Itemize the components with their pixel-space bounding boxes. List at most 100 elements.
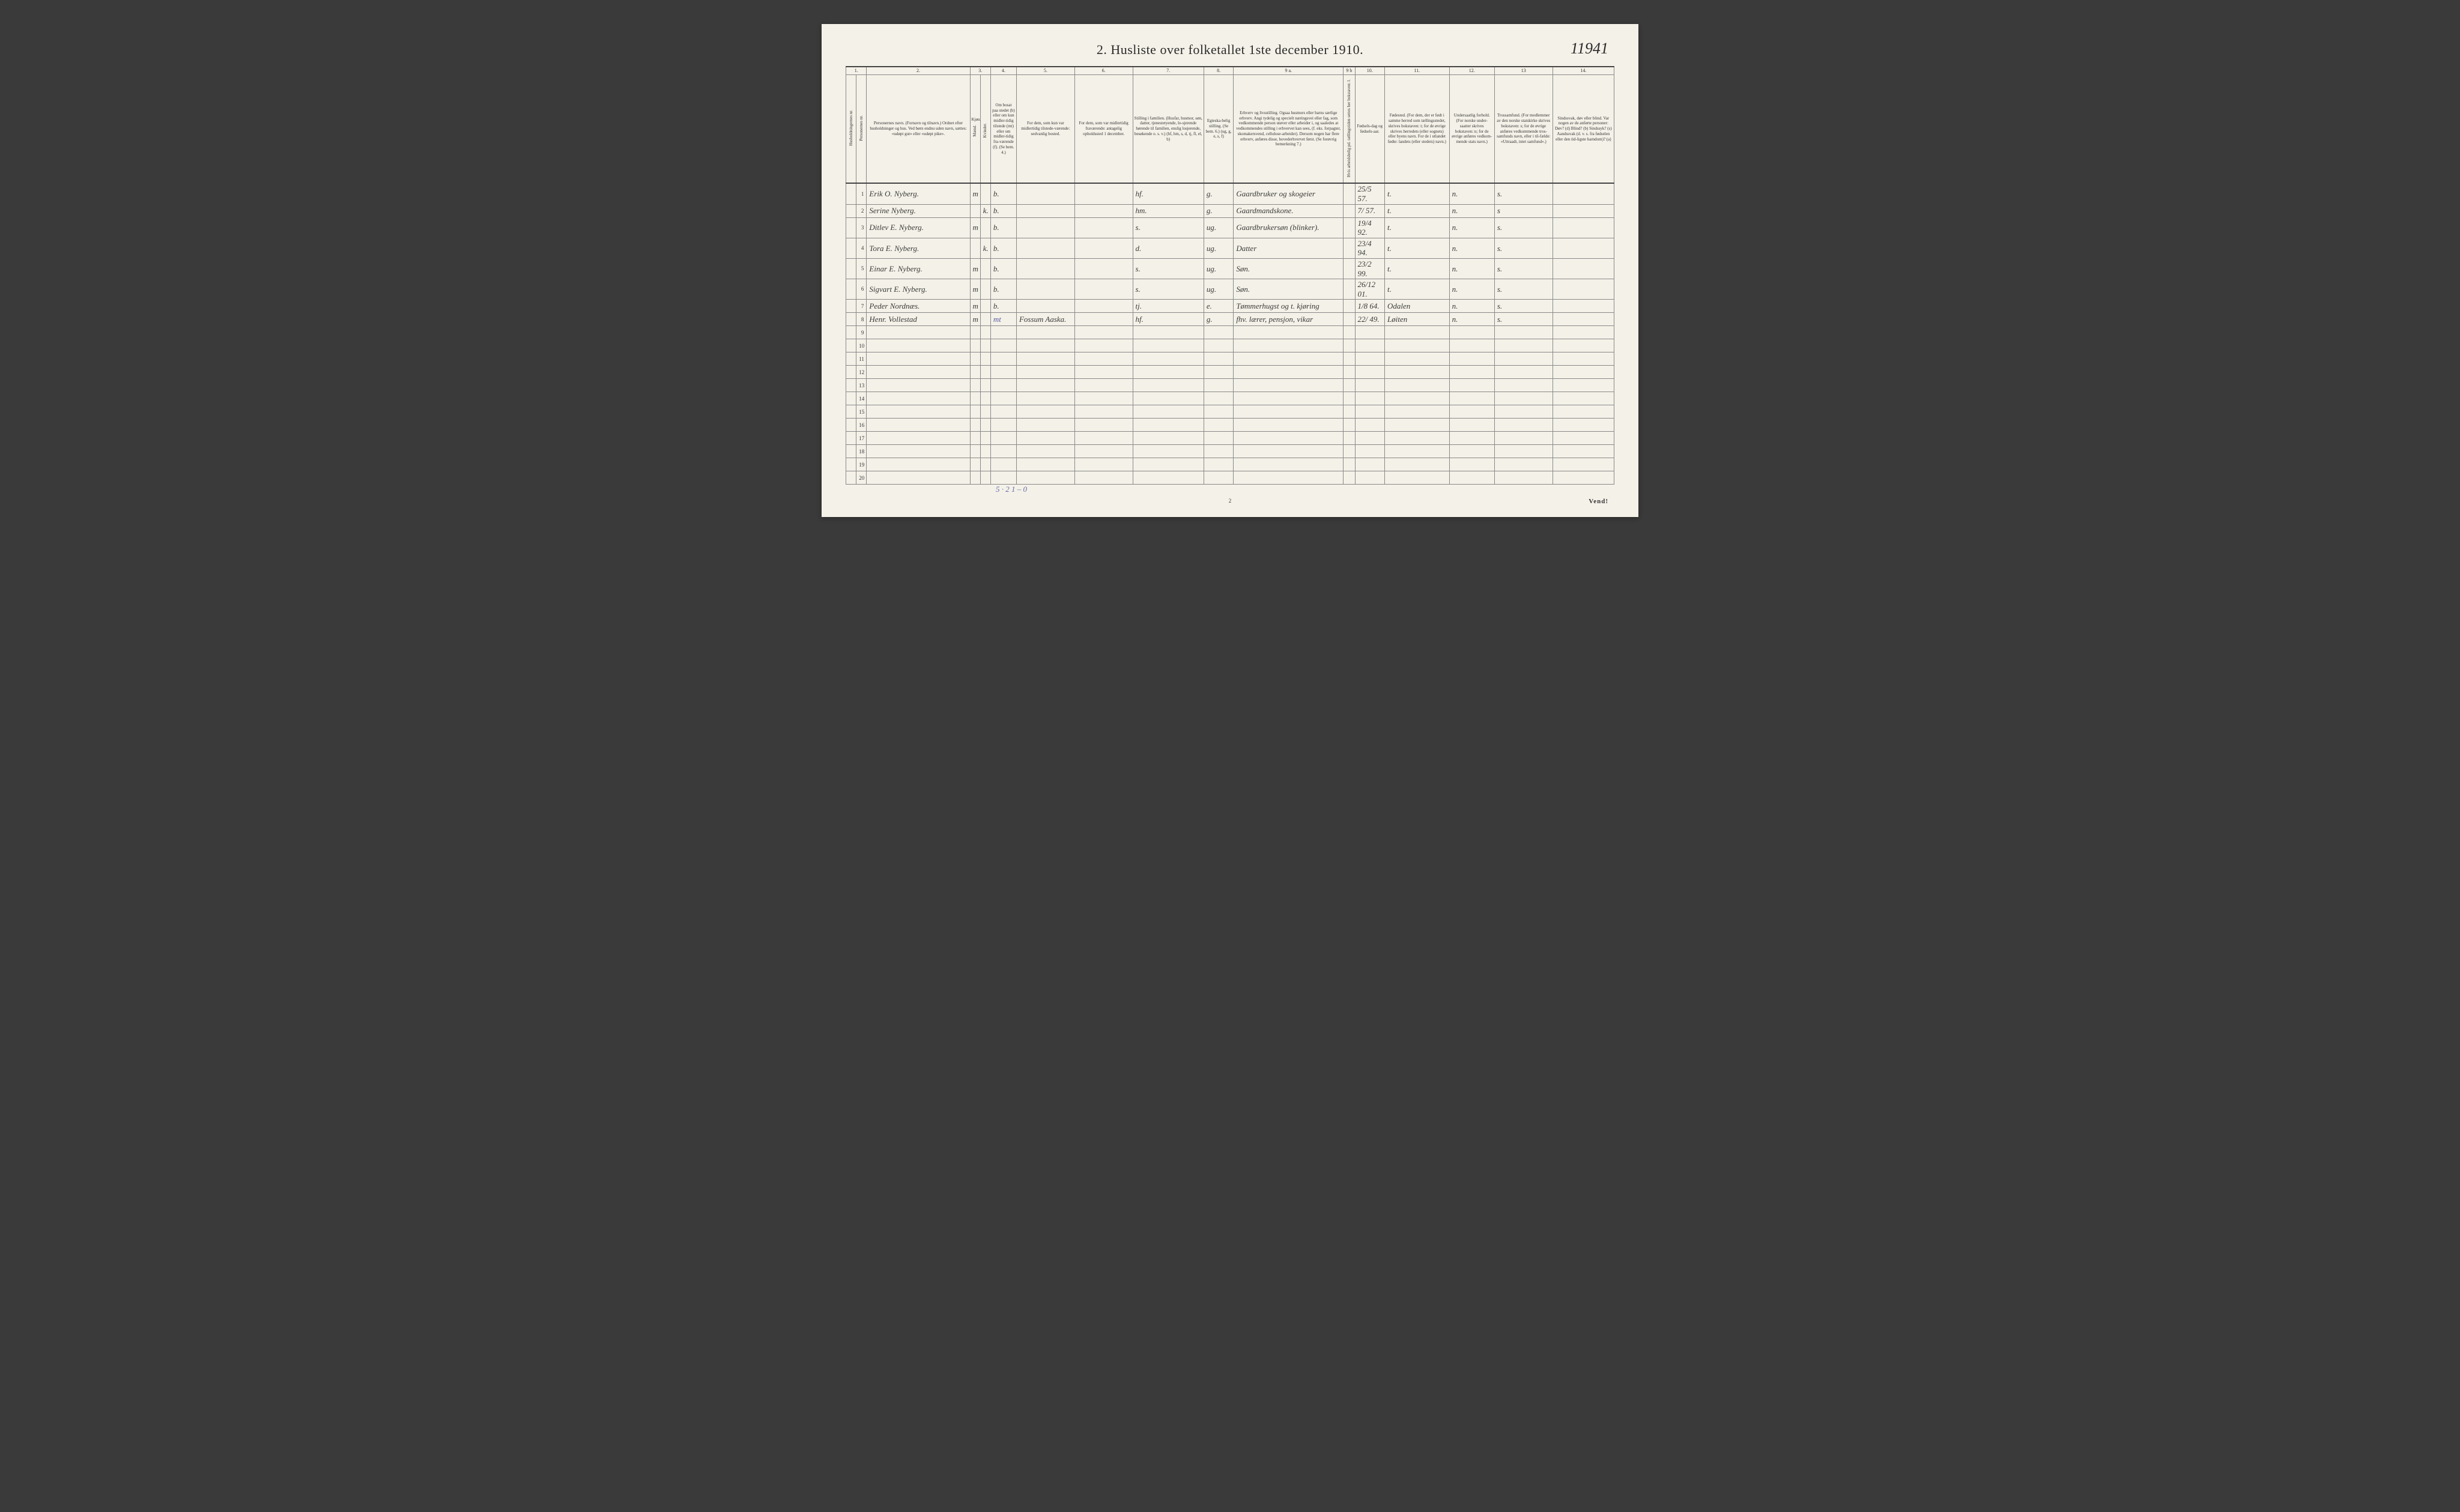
cell-religion: s.	[1494, 279, 1553, 300]
cell-disability	[1553, 300, 1614, 313]
cell-sex-k	[980, 217, 990, 238]
cell-marital: ug.	[1204, 279, 1233, 300]
cell-occupation: Datter	[1234, 238, 1344, 258]
table-row: 2Serine Nyberg.k.b.hm.g.Gaardmandskone.7…	[846, 204, 1614, 217]
colnum: 4.	[990, 67, 1016, 74]
header-nationality: Undersaatlig forhold. (For norske under-…	[1449, 74, 1494, 183]
header-dob: Fødsels-dag og fødsels-aar.	[1355, 74, 1384, 183]
cell-person-nr: 13	[856, 379, 867, 392]
cell-person-nr: 2	[856, 204, 867, 217]
cell-residence: b.	[990, 300, 1016, 313]
cell-person-nr: 1	[856, 183, 867, 204]
cell-family-pos: hm.	[1133, 204, 1204, 217]
cell-person-nr: 5	[856, 259, 867, 279]
cell-dob: 7/ 57.	[1355, 204, 1384, 217]
colnum: 9 a.	[1234, 67, 1344, 74]
cell-dob: 23/2 99.	[1355, 259, 1384, 279]
cell-person-nr: 3	[856, 217, 867, 238]
colnum: 14.	[1553, 67, 1614, 74]
header-unemployed: Hvis arbeidsledig pd. tællingstiden sett…	[1344, 74, 1355, 183]
cell-marital: g.	[1204, 313, 1233, 326]
cell-residence: b.	[990, 204, 1016, 217]
footer-page-number: 2	[1229, 498, 1232, 504]
header-household-nr: Husholdningernes nr.	[846, 74, 856, 183]
cell-family-pos: s.	[1133, 279, 1204, 300]
cell-dob: 1/8 64.	[1355, 300, 1384, 313]
cell-person-nr: 4	[856, 238, 867, 258]
cell-marital: g.	[1204, 183, 1233, 204]
colnum: 11.	[1385, 67, 1450, 74]
table-row: 10	[846, 339, 1614, 352]
header-temp-present: For dem, som kun var midlertidig tilsted…	[1016, 74, 1074, 183]
cell-household	[846, 279, 856, 300]
table-row: 6Sigvart E. Nyberg.mb.s.ug.Søn.26/12 01.…	[846, 279, 1614, 300]
cell-disability	[1553, 204, 1614, 217]
header-temp-absent: For dem, som var midlertidig fraværende:…	[1074, 74, 1133, 183]
cell-marital: ug.	[1204, 259, 1233, 279]
column-number-row: 1. 2. 3. 4. 5. 6. 7. 8. 9 a. 9 b 10. 11.…	[846, 67, 1614, 74]
cell-family-pos: s.	[1133, 259, 1204, 279]
cell-residence: b.	[990, 259, 1016, 279]
cell-name: Serine Nyberg.	[867, 204, 970, 217]
cell-residence: mt	[990, 313, 1016, 326]
cell-unemployed	[1344, 279, 1355, 300]
cell-dob: 26/12 01.	[1355, 279, 1384, 300]
header-row: Husholdningernes nr. Personernes nr. Per…	[846, 74, 1614, 183]
colnum: 6.	[1074, 67, 1133, 74]
cell-occupation: Søn.	[1234, 259, 1344, 279]
cell-person-nr: 20	[856, 471, 867, 485]
cell-marital: e.	[1204, 300, 1233, 313]
census-table: 1. 2. 3. 4. 5. 6. 7. 8. 9 a. 9 b 10. 11.…	[846, 66, 1614, 485]
header-sex-m: Kjøn.Mænd.	[970, 74, 980, 183]
cell-sex-m	[970, 204, 980, 217]
cell-occupation: Gaardmandskone.	[1234, 204, 1344, 217]
cell-sex-m: m	[970, 300, 980, 313]
header-occupation: Erhverv og livsstilling. Ogsaa husmors e…	[1234, 74, 1344, 183]
cell-residence: b.	[990, 217, 1016, 238]
cell-disability	[1553, 313, 1614, 326]
cell-person-nr: 7	[856, 300, 867, 313]
cell-household	[846, 352, 856, 366]
cell-sex-k: k.	[980, 204, 990, 217]
cell-occupation: Gaardbrukersøn (blinker).	[1234, 217, 1344, 238]
cell-birthplace: t.	[1385, 279, 1450, 300]
cell-name: Sigvart E. Nyberg.	[867, 279, 970, 300]
cell-unemployed	[1344, 217, 1355, 238]
cell-temp-present	[1016, 259, 1074, 279]
cell-residence: b.	[990, 183, 1016, 204]
cell-family-pos: hf.	[1133, 183, 1204, 204]
header-sex-k: Kvinder.	[980, 74, 990, 183]
cell-occupation: fhv. lærer, pensjon, vikar	[1234, 313, 1344, 326]
cell-name: Henr. Vollestad	[867, 313, 970, 326]
cell-nationality: n.	[1449, 238, 1494, 258]
cell-birthplace: t.	[1385, 238, 1450, 258]
cell-birthplace: t.	[1385, 204, 1450, 217]
cell-residence: b.	[990, 238, 1016, 258]
cell-occupation: Søn.	[1234, 279, 1344, 300]
cell-person-nr: 18	[856, 445, 867, 458]
cell-temp-present	[1016, 183, 1074, 204]
cell-birthplace: t.	[1385, 183, 1450, 204]
cell-family-pos: d.	[1133, 238, 1204, 258]
cell-person-nr: 19	[856, 458, 867, 471]
cell-temp-absent	[1074, 313, 1133, 326]
cell-person-nr: 16	[856, 419, 867, 432]
table-row: 7Peder Nordnæs.mb.tj.e.Tømmerhugst og t.…	[846, 300, 1614, 313]
header-religion: Trossamfund. (For medlemmer av den norsk…	[1494, 74, 1553, 183]
cell-sex-m: m	[970, 259, 980, 279]
header-residence: Om bosat paa stedet (b) eller om kun mid…	[990, 74, 1016, 183]
cell-person-nr: 9	[856, 326, 867, 339]
cell-dob: 22/ 49.	[1355, 313, 1384, 326]
cell-dob: 19/4 92.	[1355, 217, 1384, 238]
cell-dob: 23/4 94.	[1355, 238, 1384, 258]
cell-household	[846, 326, 856, 339]
cell-sex-m: m	[970, 279, 980, 300]
tally-note: 5 · 2 1 – 0	[996, 485, 1614, 494]
cell-household	[846, 419, 856, 432]
cell-household	[846, 313, 856, 326]
cell-person-nr: 6	[856, 279, 867, 300]
cell-household	[846, 445, 856, 458]
cell-disability	[1553, 238, 1614, 258]
table-row: 1Erik O. Nyberg.mb.hf.g.Gaardbruker og s…	[846, 183, 1614, 204]
cell-household	[846, 217, 856, 238]
